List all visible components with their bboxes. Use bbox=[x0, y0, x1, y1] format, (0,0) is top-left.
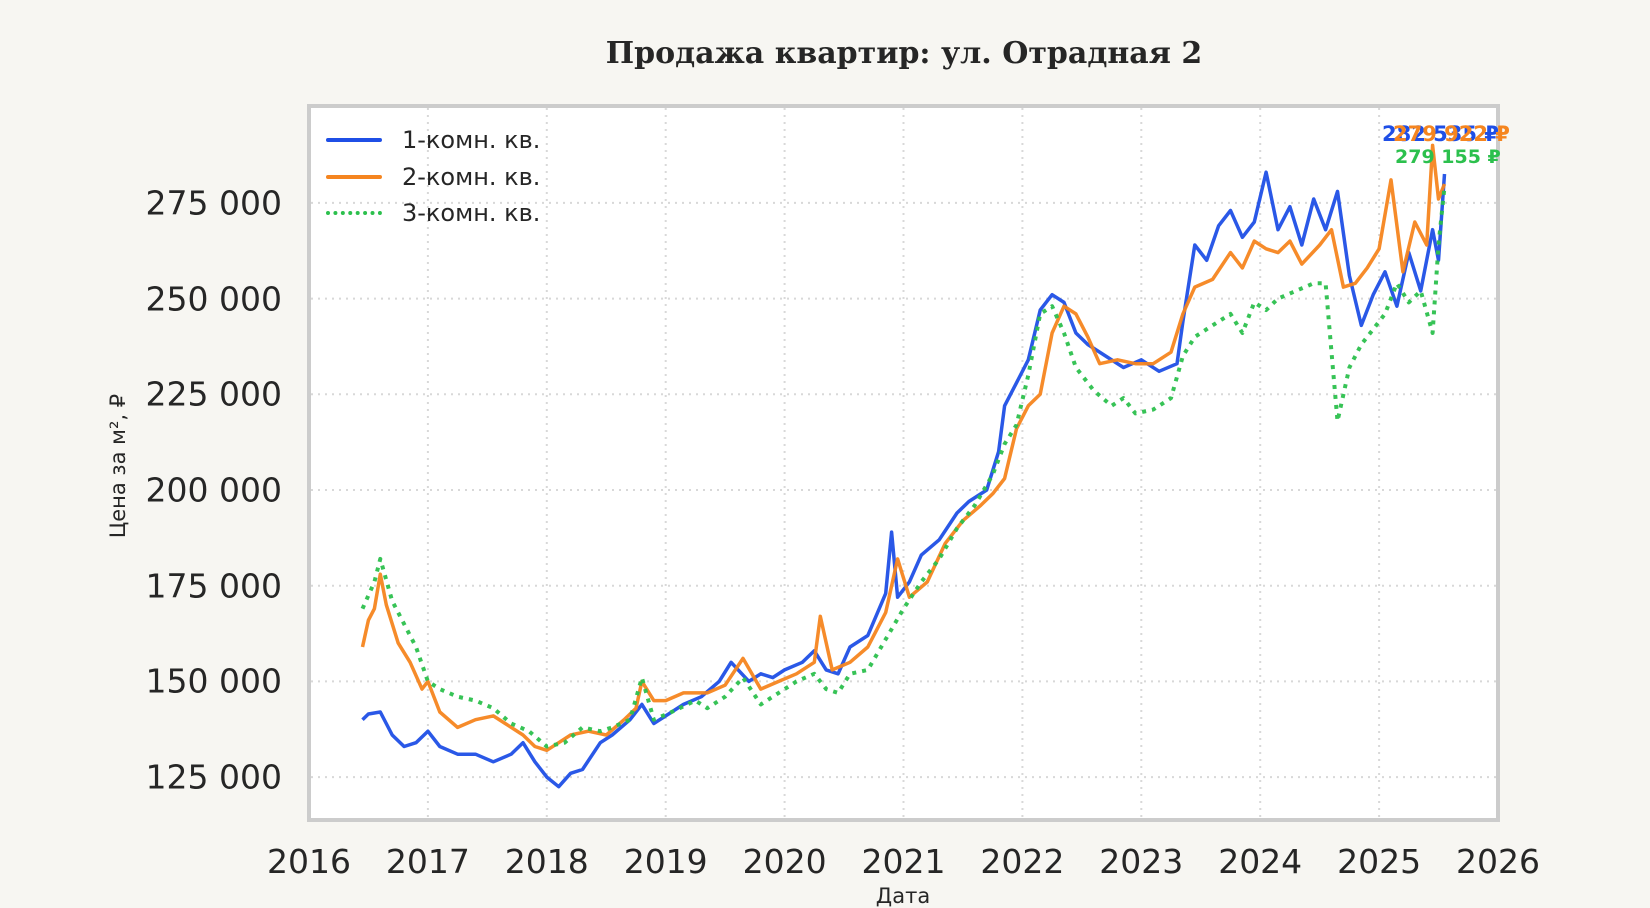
x-tick-label: 2020 bbox=[742, 842, 827, 881]
y-tick-label: 150 000 bbox=[145, 661, 282, 701]
y-tick-label: 175 000 bbox=[145, 566, 282, 606]
legend-item-1room: 1-комн. кв. bbox=[326, 122, 540, 159]
legend-swatch-2room bbox=[326, 174, 382, 179]
x-tick-label: 2018 bbox=[504, 842, 589, 881]
chart-title: Продажа квартир: ул. Отрадная 2 bbox=[605, 36, 1203, 71]
series-line bbox=[360, 186, 1447, 749]
legend-swatch-1room bbox=[326, 138, 382, 143]
legend: 1-комн. кв. 2-комн. кв. 3-комн. кв. bbox=[326, 122, 540, 232]
end-value-label-3room: 279 155 ₽ bbox=[1395, 146, 1501, 168]
x-tick-label: 2019 bbox=[623, 842, 708, 881]
legend-item-2room: 2-комн. кв. bbox=[326, 159, 540, 196]
y-tick-label: 250 000 bbox=[145, 279, 282, 319]
y-tick-label: 275 000 bbox=[145, 183, 282, 223]
legend-label-3room: 3-комн. кв. bbox=[402, 199, 541, 228]
axes-frame bbox=[307, 104, 1500, 822]
legend-item-3room: 3-комн. кв. bbox=[326, 195, 540, 232]
end-value-label-2room: 279 922 ₽ bbox=[1393, 122, 1510, 146]
y-tick-label: 200 000 bbox=[145, 470, 282, 510]
x-tick-label: 2016 bbox=[267, 842, 351, 881]
series-line bbox=[361, 170, 1447, 789]
x-tick-label: 2022 bbox=[980, 842, 1065, 881]
legend-swatch-3room bbox=[326, 211, 382, 216]
y-tick-label: 225 000 bbox=[145, 374, 282, 414]
grid-lines bbox=[311, 108, 1496, 818]
x-tick-label: 2017 bbox=[385, 842, 470, 881]
y-axis-label: Цена за м², ₽ bbox=[106, 393, 130, 539]
x-tick-label: 2025 bbox=[1337, 842, 1422, 881]
y-tick-label: 125 000 bbox=[145, 757, 282, 797]
x-tick-label: 2024 bbox=[1218, 842, 1303, 881]
x-tick-label: 2023 bbox=[1099, 842, 1184, 881]
legend-label-2room: 2-комн. кв. bbox=[402, 162, 541, 191]
end-value-label-1room: 282 535 ₽ bbox=[1382, 122, 1499, 146]
x-tick-label: 2021 bbox=[861, 842, 946, 881]
legend-label-1room: 1-комн. кв. bbox=[402, 126, 541, 155]
x-axis-label: Дата bbox=[875, 884, 931, 908]
series-lines bbox=[360, 143, 1447, 789]
x-tick-label: 2026 bbox=[1456, 842, 1540, 881]
